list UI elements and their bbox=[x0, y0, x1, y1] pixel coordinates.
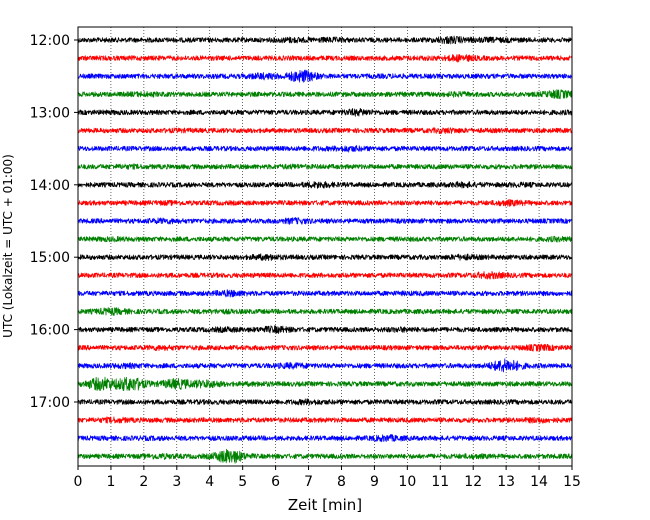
x-tick-label: 9 bbox=[370, 474, 379, 490]
x-tick-label: 5 bbox=[238, 474, 247, 490]
seismic-trace bbox=[77, 289, 573, 298]
x-tick-label: 7 bbox=[304, 474, 313, 490]
seismic-trace bbox=[77, 448, 573, 464]
seismic-trace bbox=[77, 89, 573, 100]
grid-lines bbox=[110, 27, 540, 466]
seismic-trace bbox=[77, 108, 573, 117]
seismic-trace bbox=[77, 180, 573, 189]
seismic-trace bbox=[77, 376, 573, 391]
seismic-trace bbox=[77, 307, 573, 316]
seismic-trace bbox=[77, 343, 573, 352]
seismic-trace bbox=[77, 145, 573, 153]
seismic-trace bbox=[77, 35, 573, 45]
y-tick-label: 14:00 bbox=[30, 178, 70, 194]
x-axis-ticks: 0 1 2 3 4 5 6 7 8 9 10 11 12 13 14 15 bbox=[74, 466, 581, 490]
seismic-trace bbox=[77, 434, 573, 443]
seismic-trace bbox=[77, 69, 573, 83]
y-tick-label: 15:00 bbox=[30, 250, 70, 266]
y-axis-label: UTC (Lokalzeit = UTC + 01:00) bbox=[1, 154, 15, 338]
x-tick-label: 8 bbox=[337, 474, 346, 490]
y-tick-label: 16:00 bbox=[30, 323, 70, 339]
seismic-trace bbox=[77, 271, 573, 280]
seismic-trace bbox=[77, 398, 573, 406]
seismic-trace bbox=[77, 127, 573, 135]
x-tick-label: 12 bbox=[464, 474, 482, 490]
x-tick-label: 15 bbox=[563, 474, 581, 490]
x-axis-label: Zeit [min] bbox=[288, 496, 362, 514]
seismic-trace bbox=[77, 198, 573, 207]
plot-frame bbox=[77, 26, 573, 467]
seismic-trace bbox=[77, 253, 573, 262]
y-axis-ticks: 12:00 13:00 14:00 15:00 16:00 17:00 bbox=[30, 33, 78, 411]
seismic-trace bbox=[77, 416, 573, 424]
x-tick-label: 4 bbox=[205, 474, 214, 490]
x-tick-label: 6 bbox=[271, 474, 280, 490]
x-tick-label: 14 bbox=[530, 474, 548, 490]
seismic-trace bbox=[77, 358, 573, 373]
seismic-trace bbox=[77, 325, 573, 334]
x-tick-label: 2 bbox=[139, 474, 148, 490]
x-tick-label: 0 bbox=[74, 474, 83, 490]
y-tick-label: 17:00 bbox=[30, 395, 70, 411]
seismic-trace bbox=[77, 163, 573, 170]
trace-group bbox=[77, 35, 573, 464]
seismic-trace bbox=[77, 235, 573, 243]
x-tick-label: 1 bbox=[106, 474, 115, 490]
x-tick-label: 13 bbox=[497, 474, 515, 490]
x-tick-label: 3 bbox=[172, 474, 181, 490]
seismic-trace bbox=[77, 217, 573, 225]
y-tick-label: 12:00 bbox=[30, 33, 70, 49]
y-tick-label: 13:00 bbox=[30, 105, 70, 121]
x-tick-label: 10 bbox=[398, 474, 416, 490]
x-tick-label: 11 bbox=[431, 474, 449, 490]
seismic-trace bbox=[77, 54, 573, 63]
